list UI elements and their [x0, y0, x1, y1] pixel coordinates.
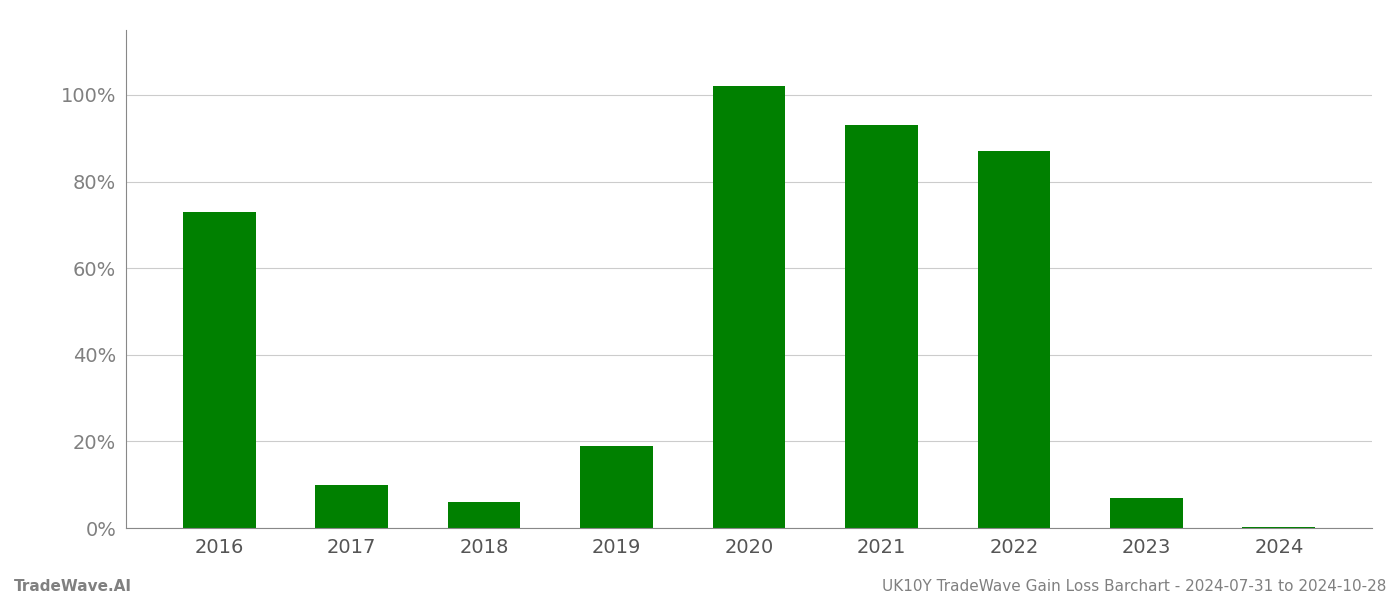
Bar	[977, 151, 1050, 528]
Bar	[448, 502, 521, 528]
Text: UK10Y TradeWave Gain Loss Barchart - 2024-07-31 to 2024-10-28: UK10Y TradeWave Gain Loss Barchart - 202…	[882, 579, 1386, 594]
Bar	[1242, 527, 1316, 528]
Bar	[580, 446, 652, 528]
Text: TradeWave.AI: TradeWave.AI	[14, 579, 132, 594]
Bar	[1110, 497, 1183, 528]
Bar	[315, 485, 388, 528]
Bar	[713, 86, 785, 528]
Bar	[182, 212, 256, 528]
Bar	[846, 125, 918, 528]
